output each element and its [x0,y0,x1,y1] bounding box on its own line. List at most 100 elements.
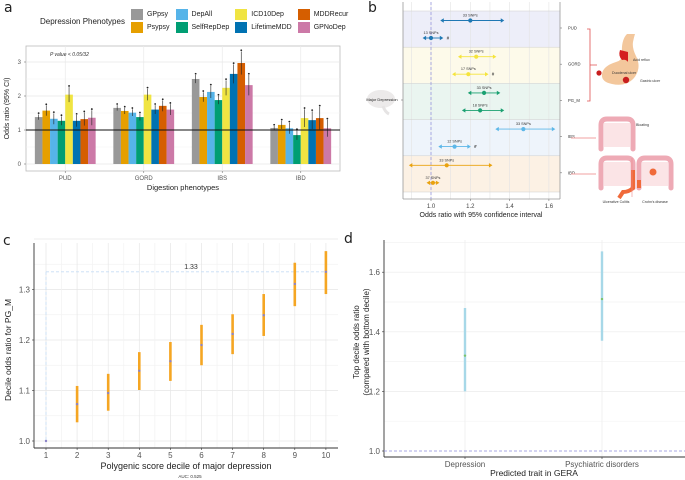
band-pud [403,11,560,48]
decile-point [262,314,265,317]
acid-reflux-label: Acid reflux [633,58,650,62]
panel-label-b: b [368,0,377,16]
colon-outline [598,155,636,191]
ci-arrow-right [485,72,489,77]
legend-swatch [297,22,310,33]
decile-point [107,391,110,395]
decile-point [138,369,141,373]
bar [113,107,121,164]
significance-mark [326,117,329,120]
band-pg_m [403,83,560,120]
y-tick-label: 1.2 [369,387,381,396]
significance-mark [83,110,86,113]
y-tick-label: 1.4 [369,328,381,337]
snp-label: 37 SNPs [425,176,440,180]
outcome-label: IBS [568,134,575,139]
significance-mark [247,72,250,75]
outcome-label: GORD [568,62,581,67]
hash-mark: # [474,144,477,149]
legend-swatch [175,9,188,20]
ci-arrow-left [495,126,499,132]
brain-stem [381,105,390,116]
bar [65,94,73,164]
ci-arrow-right [551,126,556,132]
bar [120,110,129,164]
bar [151,109,159,164]
legend-swatch [130,9,143,20]
bar [34,117,43,164]
x-axis-label: Polygenic score decile of major depressi… [100,461,271,471]
significance-mark [123,105,126,108]
bar [143,94,152,164]
legend-item: DepAll [175,9,230,20]
legend-swatch [175,22,188,33]
point-estimate [428,35,434,41]
y-axis-label-line2: (compared with bottom decile) [362,288,371,395]
estimate-point [463,354,467,357]
legend-item: MDDRecur [297,9,348,20]
bar [191,79,200,164]
gastric-ulcer-dot [622,76,630,84]
y-axis-label: Decile odds ratio for PG_M [3,299,13,401]
ci-arrow-left [426,180,431,185]
significance-mark [232,62,235,65]
x-tick-label: IBD [296,176,307,182]
y-tick-label: 1.6 [369,268,381,277]
crohns-colon-icon [636,155,674,191]
bar [222,87,230,164]
band-gord [403,47,560,84]
bloating-label: Bloating [636,123,649,127]
y-tick-label: 1.1 [19,387,31,396]
decile-point [324,270,328,274]
significance-mark [318,104,321,107]
x-tick-label: 2 [75,451,80,460]
legend-item: LifetimeMDD [235,22,292,33]
significance-mark [288,120,291,123]
group-bracket [587,28,597,102]
snp-label: 17 SNPs [461,67,476,71]
top-decile-annotation: 1.33 [184,264,198,271]
y-axis-label: Odds ratio (95% CI) [4,78,11,140]
ulcerative-colitis-label: Ulcerative Colitis [603,200,630,204]
decile-point [44,439,48,443]
x-tick-label: 1 [44,451,49,460]
legend-label: GPNoDep [313,24,346,31]
ci-arrow-left [422,35,427,41]
auc-note: AUC: 0.525 [178,474,202,479]
bar [136,117,144,164]
inflamed-segment [617,170,635,200]
stomach-body [601,34,639,85]
snp-label: 32 SNPs [469,50,484,54]
significance-mark [139,111,141,114]
inflamed-patch [649,168,657,176]
bar [207,91,215,164]
bar [277,124,286,164]
legend-label: Psypsy [146,24,170,31]
snp-label: 33 SNPs [463,14,478,18]
x-tick-label: 1.6 [545,204,554,210]
snp-label: 33 SNPs [477,86,492,90]
significance-mark [75,112,78,115]
y-tick-label: 3 [18,60,22,66]
panel-label-a: a [4,0,13,16]
panel-label-d: d [344,231,353,247]
y-tick-label: 1.0 [19,437,31,446]
legend-label: GPpsy [146,11,168,18]
ci-arrow-left [408,163,413,168]
x-tick-label: 3 [106,451,111,460]
x-tick-label: 1.2 [466,204,475,210]
ci-arrow-left [457,54,462,59]
decile-point [293,282,296,286]
point-estimate [481,90,487,95]
significance-mark [225,78,227,81]
brain-icon [367,90,395,116]
significance-mark [273,123,276,126]
significance-mark [280,118,283,121]
bar [285,128,294,164]
significance-mark [154,103,157,105]
legend-swatch [235,22,248,33]
duodenal-ulcer-dot [596,70,602,76]
ci-arrow-right [500,18,505,23]
snp-label: 33 SNPs [439,158,454,162]
significance-mark [161,98,164,101]
